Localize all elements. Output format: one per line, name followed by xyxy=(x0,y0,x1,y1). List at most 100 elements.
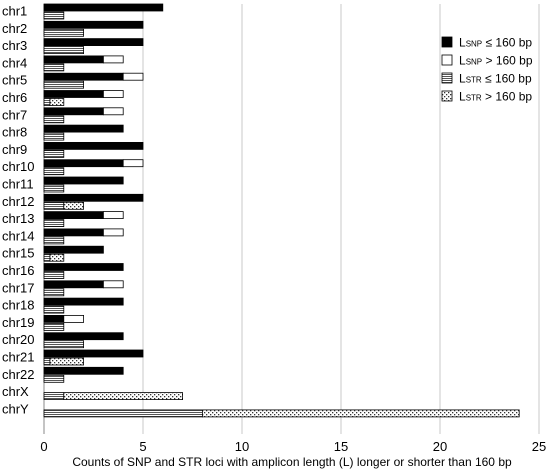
category-label: chr9 xyxy=(2,142,27,157)
legend-swatch xyxy=(441,72,453,84)
bars xyxy=(43,3,520,418)
x-tick-label: 20 xyxy=(433,439,447,454)
legend-swatch xyxy=(441,36,453,48)
bar-snp-short xyxy=(43,20,144,29)
bar-str-short xyxy=(43,11,65,20)
x-tick-labels: 0 5 10 15 20 25 xyxy=(40,439,546,454)
category-label: chr15 xyxy=(2,246,35,261)
category-label: chr19 xyxy=(2,315,35,330)
category-label: chr17 xyxy=(2,280,35,295)
bar-snp-long xyxy=(103,228,124,237)
bar-str-short xyxy=(43,167,65,176)
bar-str-short xyxy=(43,357,51,366)
bar-str-short xyxy=(43,253,51,262)
bar-snp-short xyxy=(43,245,104,254)
category-label: chr1 xyxy=(2,4,27,19)
legend-label: LSTR ≤ 160 bp xyxy=(459,72,532,86)
x-axis-title: Counts of SNP and STR loci with amplicon… xyxy=(72,455,512,469)
bar-snp-short xyxy=(43,193,144,202)
bar-snp-long xyxy=(103,280,124,289)
bar-str-short xyxy=(43,288,65,297)
bar-snp-short xyxy=(43,366,124,375)
bar-str-long xyxy=(49,253,65,262)
bar-str-short xyxy=(43,149,65,158)
bar-snp-short xyxy=(43,159,124,168)
bar-str-short xyxy=(43,46,84,54)
x-tick-label: 25 xyxy=(532,439,546,454)
x-tick-label: 15 xyxy=(334,439,348,454)
bar-str-short xyxy=(43,271,65,279)
bar-str-short xyxy=(43,340,84,349)
category-labels: chr1 chr2 chr3 chr4 chr5 chr6 chr7 chr8 chr9 chr1… xyxy=(2,4,35,417)
category-label: chrY xyxy=(2,401,29,416)
bar-snp-short xyxy=(43,280,104,289)
bar-str-long xyxy=(63,392,184,401)
category-label: chr3 xyxy=(2,38,27,53)
category-label: chr10 xyxy=(2,159,35,174)
bar-str-short xyxy=(43,80,84,89)
bar-str-short xyxy=(43,63,65,72)
category-label: chrX xyxy=(2,384,29,399)
bar-str-short xyxy=(43,409,203,418)
bar-snp-short xyxy=(43,332,124,341)
legend-label: LSNP ≤ 160 bp xyxy=(459,36,532,50)
category-label: chr14 xyxy=(2,228,35,243)
bar-snp-short xyxy=(43,107,104,116)
category-label: chr18 xyxy=(2,298,35,313)
bar-str-short xyxy=(43,374,65,383)
bar-snp-short xyxy=(43,176,124,185)
bar-str-short xyxy=(43,392,65,401)
bar-str-long xyxy=(49,98,65,106)
bar-snp-short xyxy=(43,90,104,98)
bar-snp-short xyxy=(43,297,124,306)
bar-snp-short xyxy=(43,349,144,358)
bar-snp-long xyxy=(63,314,84,323)
category-label: chr2 xyxy=(2,21,27,36)
x-tick-label: 10 xyxy=(235,439,249,454)
category-label: chr16 xyxy=(2,263,35,278)
bar-snp-short xyxy=(43,124,124,133)
category-label: chr7 xyxy=(2,107,27,122)
legend-swatch xyxy=(441,54,453,66)
bar-snp-short xyxy=(43,263,124,271)
category-label: chr8 xyxy=(2,125,27,140)
x-tick-label: 5 xyxy=(139,439,146,454)
bar-snp-long xyxy=(122,159,144,168)
bar-str-short xyxy=(43,98,51,106)
bar-str-long xyxy=(49,357,84,366)
category-label: chr4 xyxy=(2,55,27,70)
bar-str-long xyxy=(201,409,520,418)
bar-snp-long xyxy=(122,72,144,81)
bar-str-short xyxy=(43,28,84,37)
bar-snp-short xyxy=(43,228,104,237)
category-label: chr20 xyxy=(2,332,35,347)
bar-str-short xyxy=(43,184,65,193)
legend-label: LSNP > 160 bp xyxy=(459,54,533,68)
bar-snp-long xyxy=(103,211,124,220)
category-label: chr5 xyxy=(2,73,27,88)
bar-str-short xyxy=(43,132,65,141)
bar-snp-short xyxy=(43,314,65,323)
bar-snp-long xyxy=(103,55,124,64)
legend-label: LSTR > 160 bp xyxy=(459,90,532,104)
bar-str-short xyxy=(43,201,65,210)
legend: LSNP ≤ 160 bp LSNP > 160 bp LSTR ≤ 160 bp L… xyxy=(441,36,533,104)
bar-str-short xyxy=(43,115,65,124)
bar-snp-short xyxy=(43,55,104,64)
bar-str-short xyxy=(43,322,65,331)
bar-str-short xyxy=(43,236,65,245)
bar-snp-short xyxy=(43,38,144,46)
category-label: chr22 xyxy=(2,367,35,382)
category-label: chr21 xyxy=(2,350,35,365)
category-label: chr12 xyxy=(2,194,35,209)
bar-snp-short xyxy=(43,211,104,220)
bar-snp-long xyxy=(103,107,124,116)
category-label: chr11 xyxy=(2,177,34,192)
bar-str-short xyxy=(43,219,65,228)
bar-str-long xyxy=(63,201,84,210)
bar-snp-short xyxy=(43,3,164,12)
bar-snp-short xyxy=(43,141,144,150)
bar-snp-long xyxy=(103,90,124,98)
bar-str-short xyxy=(43,305,65,314)
